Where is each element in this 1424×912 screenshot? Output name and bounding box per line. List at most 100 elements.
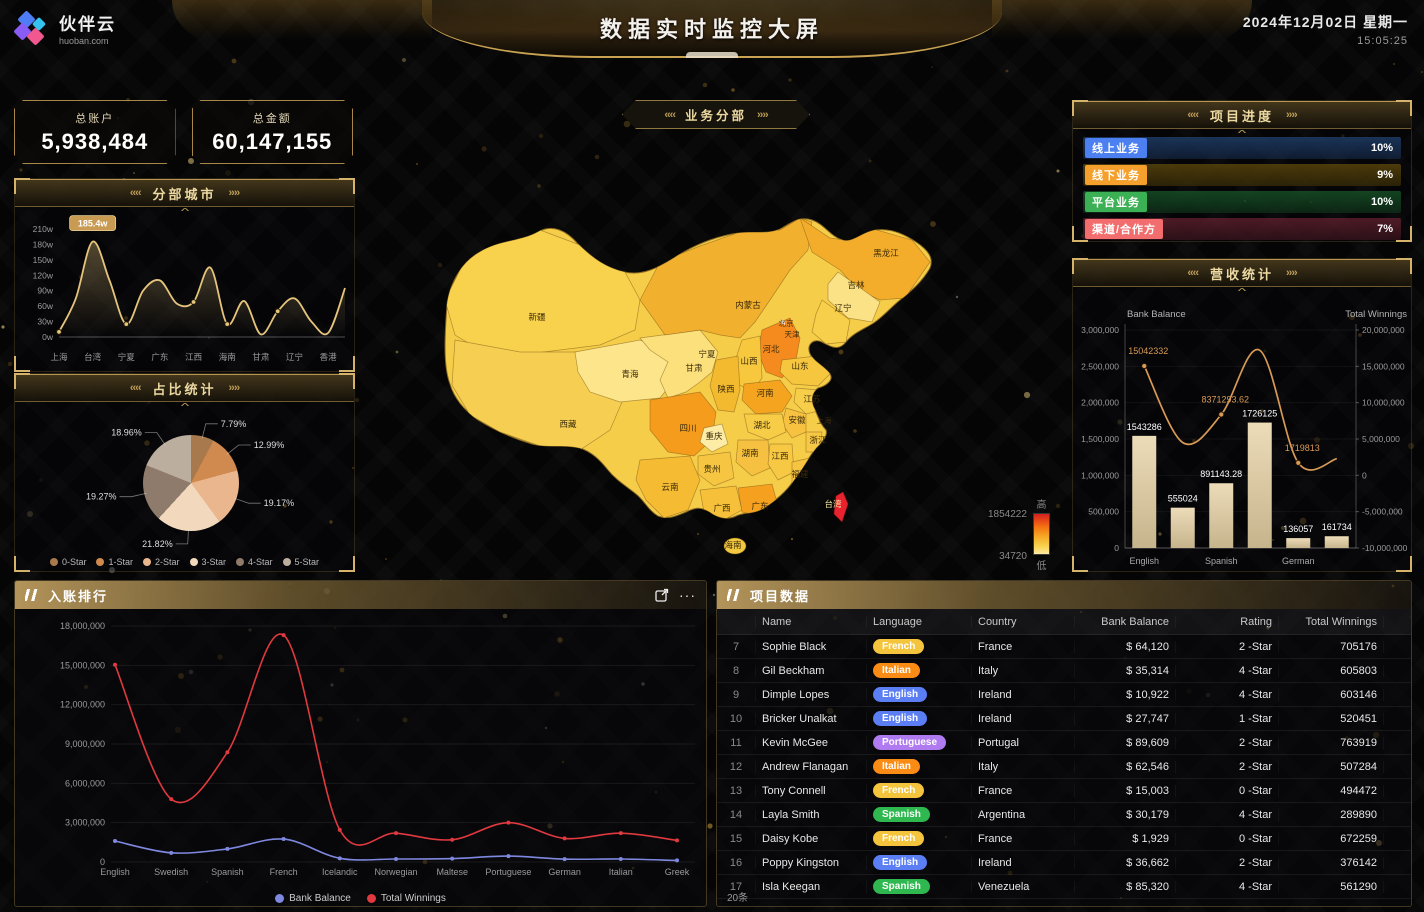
revenue-combo-chart[interactable]: Bank Balance Total Winnings 0 500,000 1,000,… (1073, 287, 1411, 578)
chevrons-right-icon: ›››› (228, 187, 241, 199)
export-icon[interactable] (655, 588, 669, 602)
pie-chart[interactable] (143, 435, 239, 531)
map-title: 业务分部 (684, 109, 747, 123)
more-options-icon[interactable]: ··· (679, 587, 696, 603)
chevrons-left-icon: ‹‹‹‹ (664, 108, 675, 121)
table-cell: $ 62,546 (1074, 760, 1175, 773)
province-label: 安徽 (788, 415, 806, 425)
progress-percent: 7% (1377, 223, 1393, 235)
table-row[interactable]: 8 Gil Beckham Italian Italy $ 35,314 4 -Star 6… (717, 659, 1411, 683)
svg-text:宁夏: 宁夏 (118, 352, 136, 362)
table-cell: Spanish (866, 807, 971, 822)
svg-text:180w: 180w (33, 239, 54, 249)
table-row[interactable]: 16 Poppy Kingston English Ireland $ 36,662 2 … (717, 851, 1411, 875)
legend-item[interactable]: 4-Star (236, 557, 273, 567)
province-label: 内蒙古 (735, 300, 761, 310)
table-row[interactable]: 12 Andrew Flanagan Italian Italy $ 62,546 2 -… (717, 755, 1411, 779)
progress-row[interactable]: 渠道/合作方 7% (1083, 218, 1401, 240)
svg-text:Portuguese: Portuguese (485, 867, 531, 877)
panel-header: ‹‹‹‹ 项目进度 ›››› ^ (1073, 101, 1411, 138)
table-row[interactable]: 14 Layla Smith Spanish Argentina $ 30,179 4 -… (717, 803, 1411, 827)
table-row[interactable]: 7 Sophie Black French France $ 64,120 2 -Star… (717, 635, 1411, 659)
legend-item[interactable]: Total Winnings (366, 893, 446, 904)
legend-item[interactable]: 3-Star (189, 557, 226, 567)
svg-text:辽宁: 辽宁 (286, 352, 303, 362)
hainan-island (723, 537, 747, 555)
column-header[interactable]: Total Winnings (1278, 615, 1383, 628)
progress-row[interactable]: 线上业务 10% (1083, 137, 1401, 159)
province-label: 青海 (621, 369, 639, 379)
svg-text:1,000,000: 1,000,000 (1081, 470, 1119, 480)
svg-text:5,000,000: 5,000,000 (1362, 434, 1400, 444)
legend-low-label: 低 (1036, 561, 1047, 572)
table-cell: 11 (730, 736, 742, 749)
legend-item[interactable]: 5-Star (282, 557, 319, 567)
progress-row[interactable]: 平台业务 10% (1083, 191, 1401, 213)
legend-item[interactable]: 1-Star (96, 557, 133, 567)
table-row[interactable]: 13 Tony Connell French France $ 15,003 0 -Sta… (717, 779, 1411, 803)
svg-text:10,000,000: 10,000,000 (1362, 398, 1405, 408)
column-header[interactable]: Rating (1175, 615, 1278, 628)
table-cell: Ireland (971, 688, 1074, 701)
svg-text:2,000,000: 2,000,000 (1081, 398, 1119, 408)
svg-text:1719813: 1719813 (1285, 443, 1320, 453)
table-row[interactable]: 11 Kevin McGee Portuguese Portugal $ 89,609 2… (717, 731, 1411, 755)
province-label: 浙江 (809, 435, 827, 445)
svg-text:Greek: Greek (665, 867, 690, 877)
caret-icon: ^ (180, 207, 189, 216)
svg-text:German: German (548, 867, 581, 877)
language-chip: English (873, 855, 928, 870)
table-cell: 4 -Star (1175, 808, 1278, 821)
legend-item[interactable]: Bank Balance (275, 893, 351, 904)
column-header[interactable]: Jan (1383, 615, 1411, 628)
panel-income-ranking: 入账排行 ··· 0 3,000,000 6,000,000 9,000,000 12,… (14, 580, 707, 907)
star-ratio-pie-chart[interactable]: 7.79% 12.99% 19.17% 21.82% 19.27% 18.96% 0-Sta… (15, 402, 354, 573)
svg-text:上海: 上海 (50, 352, 68, 362)
branch-cities-chart[interactable]: 0w 30w 60w 90w 120w 150w 180w 210w 上海 台湾 宁夏 广东 江西 海南 甘… (15, 207, 354, 378)
province-label: 江西 (771, 451, 788, 461)
table-row[interactable]: 15 Daisy Kobe French France $ 1,929 0 -Star 67… (717, 827, 1411, 851)
time-label: 15:05:25 (1357, 35, 1408, 47)
panel-title: 项目进度 (1209, 108, 1274, 124)
date-label: 2024年12月02日 星期一 (1242, 14, 1408, 30)
province-label: 广西 (713, 503, 730, 513)
table-cell: $ 30,179 (1074, 808, 1175, 821)
svg-text:120w: 120w (33, 270, 54, 280)
svg-text:English: English (100, 867, 130, 877)
panel-star-ratio: ‹‹‹‹ 占比统计 ›››› ^ 7.79% 12.99% 19.17% 21.82%… (14, 373, 355, 572)
svg-text:3,000,000: 3,000,000 (1081, 325, 1119, 335)
table-cell: 8 (732, 664, 740, 677)
column-header[interactable]: Name (755, 615, 866, 628)
panel-branch-cities: ‹‹‹‹ 分部城市 ›››› ^ 0w 30w 60w 90w 120w 150w 180w… (14, 178, 355, 372)
table-cell: Italy (971, 664, 1074, 677)
legend-item[interactable]: 2-Star (142, 557, 180, 567)
panel-project-data: 项目数据 Name Language Country Bank Balance Rati… (716, 580, 1412, 907)
page-title-banner: 数据实时监控大屏 (172, 0, 1252, 58)
svg-text:0w: 0w (42, 332, 54, 342)
svg-text:7.79%: 7.79% (221, 419, 247, 429)
table-row[interactable]: 9 Dimple Lopes English Ireland $ 10,922 4 -St… (717, 683, 1411, 707)
table-row[interactable]: 17 Isla Keegan Spanish Venezuela $ 85,320 4 -… (717, 875, 1411, 899)
table-cell: 4298 (1383, 880, 1411, 893)
table-cell: Dimple Lopes (755, 688, 866, 701)
column-header[interactable]: Country (971, 615, 1074, 628)
legend-item[interactable]: 0-Star (49, 557, 86, 567)
column-header[interactable]: Bank Balance (1074, 615, 1175, 628)
app-logo[interactable]: 伙伴云 huoban.com (13, 10, 116, 46)
panel-header: 入账排行 ··· (15, 581, 706, 609)
table-cell: France (971, 784, 1074, 797)
province-label: 云南 (661, 482, 678, 492)
income-chart-legend: Bank Balance Total Winnings (15, 886, 706, 906)
table-cell: Ireland (971, 856, 1074, 869)
svg-text:19.17%: 19.17% (264, 498, 295, 508)
table-row[interactable]: 10 Bricker Unalkat English Ireland $ 27,747 1… (717, 707, 1411, 731)
income-ranking-chart[interactable]: 0 3,000,000 6,000,000 9,000,000 12,000,000 15… (15, 609, 706, 886)
banner-notch (686, 52, 738, 58)
progress-row[interactable]: 线下业务 9% (1083, 164, 1401, 186)
taiwan-island (833, 491, 849, 523)
table-cell: 32279 (1383, 856, 1411, 869)
chevrons-left-icon: ‹‹‹‹ (1187, 267, 1199, 279)
svg-text:0: 0 (1362, 470, 1367, 480)
column-header[interactable]: Language (866, 615, 971, 628)
